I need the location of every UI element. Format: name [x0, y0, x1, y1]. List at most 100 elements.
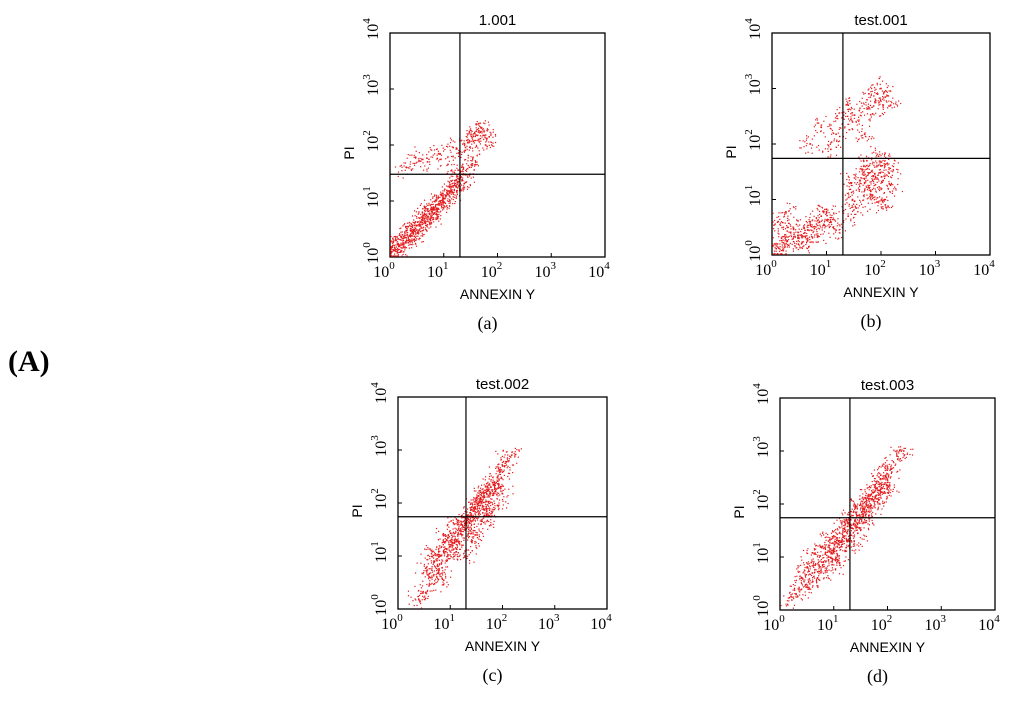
scatter-point — [462, 177, 464, 179]
scatter-point — [778, 250, 781, 252]
scatter-point — [883, 502, 885, 505]
scatter-point — [891, 468, 893, 470]
scatter-point — [426, 565, 428, 568]
scatter-point — [813, 215, 815, 217]
scatter-point — [427, 216, 429, 218]
scatter-point — [813, 548, 816, 550]
scatter-point — [817, 585, 819, 587]
scatter-point — [485, 506, 488, 508]
scatter-point — [862, 508, 864, 510]
scatter-point — [460, 540, 462, 543]
scatter-point — [811, 586, 814, 588]
scatter-point — [478, 129, 480, 132]
scatter-point — [431, 571, 434, 573]
scatter-point — [424, 227, 427, 229]
scatter-point — [394, 240, 396, 242]
scatter-point — [473, 142, 476, 144]
scatter-point — [841, 539, 843, 541]
scatter-point — [430, 553, 433, 555]
scatter-point — [412, 224, 414, 226]
scatter-point — [880, 496, 882, 498]
scatter-point — [802, 225, 805, 227]
scatter-point — [508, 478, 511, 480]
scatter-point — [802, 234, 804, 236]
scatter-point — [424, 218, 426, 220]
scatter-point — [474, 497, 476, 499]
scatter-point — [500, 457, 502, 459]
scatter-point — [436, 207, 438, 209]
scatter-point — [874, 498, 876, 500]
scatter-point — [485, 483, 488, 485]
scatter-point — [882, 465, 884, 467]
scatter-point — [868, 505, 870, 507]
scatter-point — [449, 554, 451, 556]
scatter-point — [421, 211, 423, 213]
scatter-point — [806, 240, 809, 242]
scatter-point — [477, 510, 479, 512]
scatter-point — [854, 530, 856, 532]
scatter-point — [418, 159, 420, 161]
scatter-point — [402, 253, 404, 256]
scatter-point — [439, 538, 441, 540]
scatter-point — [457, 169, 459, 171]
scatter-point — [390, 251, 392, 253]
scatter-point — [893, 103, 895, 105]
scatter-point — [464, 528, 466, 530]
scatter-point — [828, 562, 830, 564]
scatter-point — [800, 589, 802, 591]
scatter-point — [493, 488, 496, 491]
scatter-point — [419, 237, 421, 239]
scatter-point — [496, 492, 498, 494]
scatter-point — [485, 500, 487, 503]
scatter-point — [424, 576, 426, 578]
scatter-point — [508, 459, 510, 462]
scatter-point — [883, 93, 885, 95]
scatter-point — [786, 220, 789, 222]
scatter-point — [868, 524, 870, 526]
scatter-point — [812, 581, 814, 583]
scatter-point — [441, 545, 443, 548]
scatter-point — [883, 463, 885, 465]
scatter-point — [823, 564, 825, 566]
scatter-point — [493, 526, 495, 528]
scatter-point — [884, 462, 887, 464]
scatter-point — [871, 188, 874, 191]
scatter-point — [441, 207, 443, 209]
scatter-point — [876, 201, 878, 203]
scatter-point — [801, 583, 803, 585]
scatter-point — [484, 144, 487, 146]
scatter-point — [434, 580, 436, 582]
scatter-point — [850, 181, 852, 184]
scatter-point — [854, 552, 856, 554]
scatter-point — [450, 170, 452, 172]
scatter-point — [484, 492, 486, 494]
scatter-point — [440, 195, 442, 197]
scatter-point — [840, 541, 843, 544]
scatter-point — [835, 542, 837, 545]
scatter-point — [462, 188, 464, 190]
scatter-point — [403, 231, 406, 233]
scatter-point — [800, 580, 802, 582]
scatter-point — [881, 508, 883, 510]
scatter-point — [886, 94, 888, 96]
scatter-point — [490, 513, 492, 515]
scatter-point — [437, 211, 439, 213]
scatter-point — [471, 540, 474, 542]
scatter-point — [847, 514, 849, 516]
scatter-point — [456, 546, 459, 548]
scatter-point — [846, 202, 848, 204]
scatter-point — [813, 572, 816, 574]
scatter-point — [824, 208, 826, 211]
scatter-point — [479, 493, 481, 496]
scatter-point — [850, 213, 852, 215]
scatter-point — [460, 188, 462, 190]
scatter-point — [884, 466, 886, 468]
scatter-point — [454, 180, 457, 182]
scatter-point — [491, 144, 493, 146]
scatter-point — [868, 498, 870, 501]
scatter-point — [436, 157, 439, 159]
scatter-point — [418, 238, 420, 241]
scatter-point — [876, 162, 878, 164]
scatter-point — [469, 526, 471, 528]
scatter-point — [832, 205, 834, 207]
